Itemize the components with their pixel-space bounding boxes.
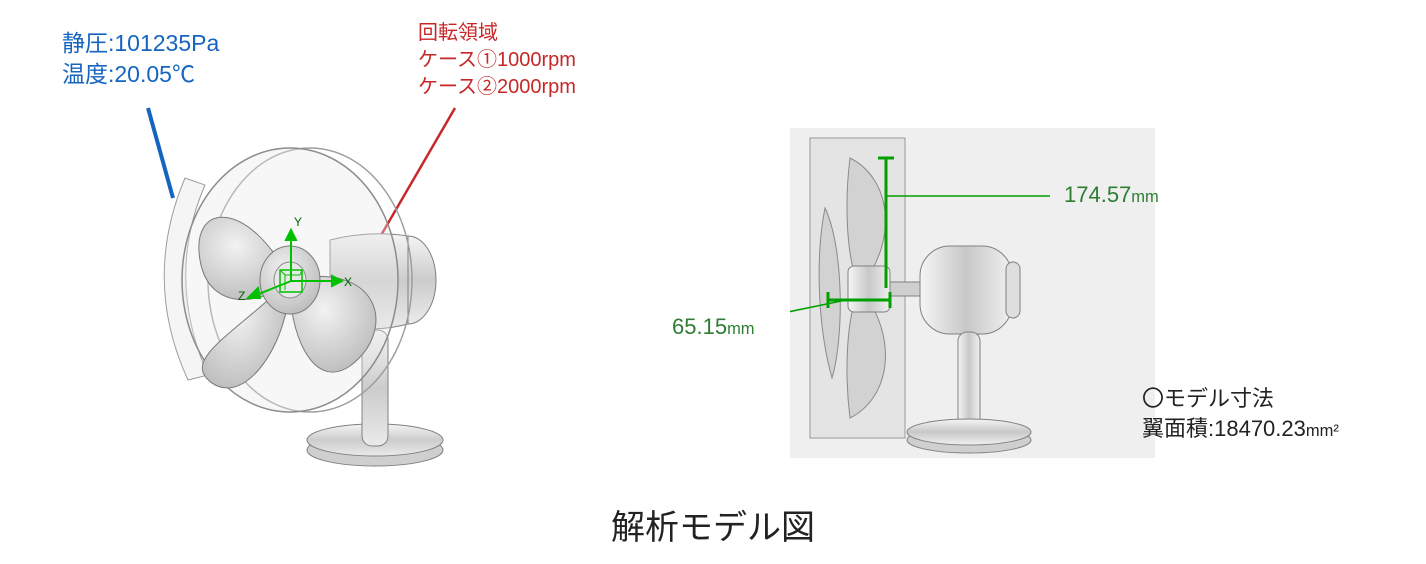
- dim-radius-unit: mm: [1131, 188, 1159, 206]
- side-hub: [848, 266, 890, 312]
- model-info: 〇モデル寸法 翼面積:18470.23mm²: [1142, 384, 1339, 443]
- rotation-heading: 回転領域: [418, 22, 498, 44]
- model-area: 翼面積:18470.23mm²: [1142, 416, 1339, 441]
- fan-iso-view: Y X Z: [130, 140, 550, 480]
- side-shaft: [890, 282, 922, 296]
- side-motor: [920, 246, 1020, 334]
- model-heading: 〇モデル寸法: [1142, 386, 1274, 411]
- dim-depth-value: 65.15: [672, 314, 727, 339]
- axis-x-label: X: [344, 275, 352, 289]
- dim-depth-label: 65.15mm: [672, 316, 755, 338]
- figure-title: 解析モデル図: [0, 500, 1426, 549]
- dim-depth-unit: mm: [727, 320, 755, 338]
- dim-radius-label: 174.57mm: [1064, 184, 1159, 206]
- axis-z-label: Z: [238, 289, 245, 303]
- rotation-case1: ケース①1000rpm: [418, 49, 576, 71]
- rotation-label: 回転領域 ケース①1000rpm ケース②2000rpm: [418, 20, 576, 101]
- axis-y-label: Y: [294, 215, 302, 229]
- dim-radius-value: 174.57: [1064, 182, 1131, 207]
- side-stand: [907, 332, 1031, 453]
- rotation-case2: ケース②2000rpm: [418, 76, 576, 98]
